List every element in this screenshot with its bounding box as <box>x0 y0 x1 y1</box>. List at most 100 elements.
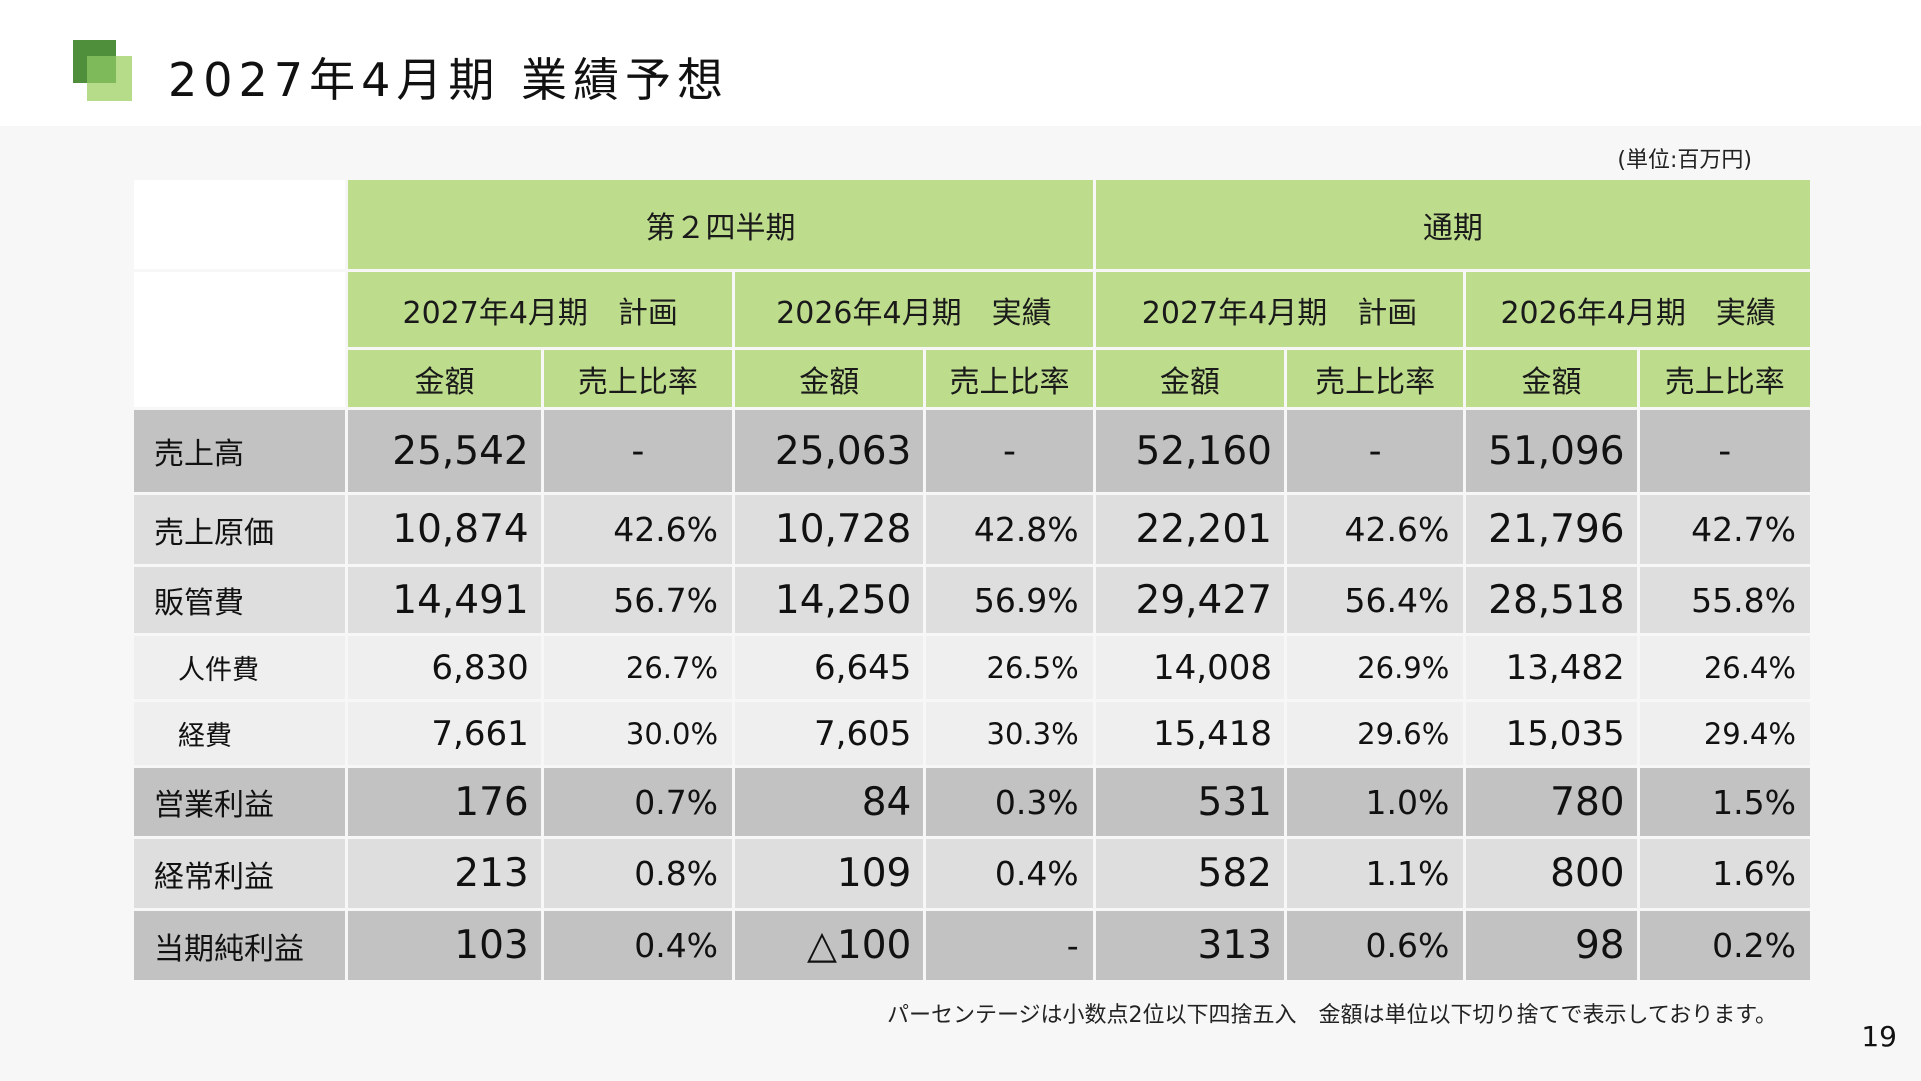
ratio-cell: 1.0% <box>1287 768 1464 836</box>
amount-cell: 103 <box>348 911 541 980</box>
table-row: 営業利益 176 0.7% 84 0.3% 531 1.0% 780 1.5% <box>134 768 1810 836</box>
period-header: 2027年4月期 計画 <box>1095 272 1464 347</box>
amount-cell: 22,201 <box>1095 495 1284 564</box>
header-corner-blank <box>134 272 346 407</box>
ratio-cell: 42.6% <box>543 495 733 564</box>
ratio-cell: - <box>543 410 733 492</box>
amount-cell: 13,482 <box>1466 636 1637 699</box>
amount-cell: 213 <box>348 839 541 908</box>
column-header-amount: 金額 <box>1466 350 1637 407</box>
group-header-fullyear: 通期 <box>1095 180 1810 269</box>
amount-cell: △100 <box>735 911 924 980</box>
amount-cell: 6,830 <box>348 636 541 699</box>
table-row: 経常利益 213 0.8% 109 0.4% 582 1.1% 800 1.6% <box>134 839 1810 908</box>
period-header: 2027年4月期 計画 <box>348 272 733 347</box>
amount-cell: 7,661 <box>348 702 541 765</box>
amount-cell: 15,035 <box>1466 702 1637 765</box>
amount-cell: 313 <box>1095 911 1284 980</box>
amount-cell: 84 <box>735 768 924 836</box>
row-label: 人件費 <box>134 636 346 699</box>
amount-cell: 531 <box>1095 768 1284 836</box>
row-label: 経費 <box>134 702 346 765</box>
column-header-ratio: 売上比率 <box>926 350 1093 407</box>
amount-cell: 6,645 <box>735 636 924 699</box>
amount-cell: 10,874 <box>348 495 541 564</box>
ratio-cell: 1.5% <box>1639 768 1810 836</box>
ratio-cell: 55.8% <box>1639 567 1810 633</box>
amount-cell: 52,160 <box>1095 410 1284 492</box>
ratio-cell: 0.4% <box>543 911 733 980</box>
period-header: 2026年4月期 実績 <box>735 272 1093 347</box>
amount-cell: 109 <box>735 839 924 908</box>
amount-cell: 51,096 <box>1466 410 1637 492</box>
row-label: 経常利益 <box>134 839 346 908</box>
ratio-cell: 56.7% <box>543 567 733 633</box>
row-label: 営業利益 <box>134 768 346 836</box>
amount-cell: 98 <box>1466 911 1637 980</box>
amount-cell: 28,518 <box>1466 567 1637 633</box>
amount-cell: 7,605 <box>735 702 924 765</box>
amount-cell: 21,796 <box>1466 495 1637 564</box>
amount-cell: 14,491 <box>348 567 541 633</box>
ratio-cell: 42.6% <box>1287 495 1464 564</box>
row-label: 売上原価 <box>134 495 346 564</box>
amount-cell: 14,250 <box>735 567 924 633</box>
column-header-ratio: 売上比率 <box>1287 350 1464 407</box>
ratio-cell: 56.4% <box>1287 567 1464 633</box>
ratio-cell: - <box>926 410 1093 492</box>
amount-cell: 780 <box>1466 768 1637 836</box>
header-corner-blank <box>134 180 346 269</box>
ratio-cell: 1.1% <box>1287 839 1464 908</box>
ratio-cell: 26.4% <box>1639 636 1810 699</box>
ratio-cell: - <box>1287 410 1464 492</box>
ratio-cell: 0.7% <box>543 768 733 836</box>
ratio-cell: 26.9% <box>1287 636 1464 699</box>
ratio-cell: 0.2% <box>1639 911 1810 980</box>
ratio-cell: 26.5% <box>926 636 1093 699</box>
ratio-cell: 30.0% <box>543 702 733 765</box>
row-label: 販管費 <box>134 567 346 633</box>
amount-cell: 25,063 <box>735 410 924 492</box>
column-header-ratio: 売上比率 <box>543 350 733 407</box>
ratio-cell: 0.8% <box>543 839 733 908</box>
ratio-cell: 1.6% <box>1639 839 1810 908</box>
page-number: 19 <box>1861 1020 1897 1053</box>
slide-header: 2027年4月期 業績予想 <box>0 0 1921 126</box>
row-label: 当期純利益 <box>134 911 346 980</box>
table-row: 販管費 14,491 56.7% 14,250 56.9% 29,427 56.… <box>134 567 1810 633</box>
ratio-cell: 42.8% <box>926 495 1093 564</box>
ratio-cell: 29.4% <box>1639 702 1810 765</box>
ratio-cell: 30.3% <box>926 702 1093 765</box>
ratio-cell: - <box>1639 410 1810 492</box>
column-header-ratio: 売上比率 <box>1639 350 1810 407</box>
ratio-cell: 26.7% <box>543 636 733 699</box>
amount-cell: 176 <box>348 768 541 836</box>
footnote: パーセンテージは小数点2位以下四捨五入 金額は単位以下切り捨てで表示しております… <box>886 1003 1777 1028</box>
logo-squares-icon <box>73 40 133 102</box>
amount-cell: 800 <box>1466 839 1637 908</box>
amount-cell: 14,008 <box>1095 636 1284 699</box>
forecast-table: 第２四半期 通期 2027年4月期 計画 2026年4月期 実績 2027年4月… <box>131 177 1813 983</box>
amount-cell: 29,427 <box>1095 567 1284 633</box>
column-header-amount: 金額 <box>735 350 924 407</box>
ratio-cell: 56.9% <box>926 567 1093 633</box>
table-row: 売上原価 10,874 42.6% 10,728 42.8% 22,201 42… <box>134 495 1810 564</box>
amount-cell: 582 <box>1095 839 1284 908</box>
column-header-amount: 金額 <box>1095 350 1284 407</box>
ratio-cell: 42.7% <box>1639 495 1810 564</box>
amount-cell: 15,418 <box>1095 702 1284 765</box>
ratio-cell: - <box>926 911 1093 980</box>
ratio-cell: 0.3% <box>926 768 1093 836</box>
ratio-cell: 29.6% <box>1287 702 1464 765</box>
ratio-cell: 0.4% <box>926 839 1093 908</box>
row-label: 売上高 <box>134 410 346 492</box>
unit-label: (単位:百万円) <box>1617 148 1752 173</box>
table-row: 経費 7,661 30.0% 7,605 30.3% 15,418 29.6% … <box>134 702 1810 765</box>
table-row: 人件費 6,830 26.7% 6,645 26.5% 14,008 26.9%… <box>134 636 1810 699</box>
amount-cell: 25,542 <box>348 410 541 492</box>
table-row: 売上高 25,542 - 25,063 - 52,160 - 51,096 - <box>134 410 1810 492</box>
table-row: 当期純利益 103 0.4% △100 - 313 0.6% 98 0.2% <box>134 911 1810 980</box>
amount-cell: 10,728 <box>735 495 924 564</box>
ratio-cell: 0.6% <box>1287 911 1464 980</box>
period-header: 2026年4月期 実績 <box>1466 272 1810 347</box>
